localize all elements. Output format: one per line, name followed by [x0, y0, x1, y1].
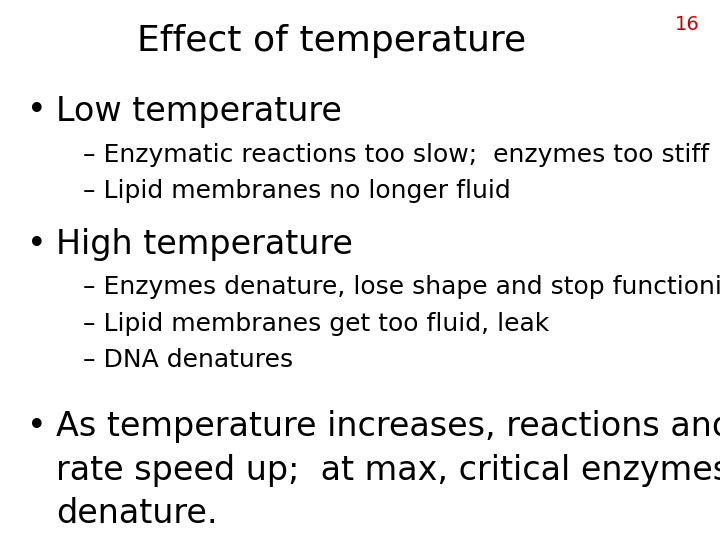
Text: •: • [27, 228, 47, 261]
Text: High temperature: High temperature [56, 228, 353, 261]
Text: •: • [27, 410, 47, 443]
Text: – DNA denatures: – DNA denatures [83, 348, 293, 372]
Text: – Lipid membranes no longer fluid: – Lipid membranes no longer fluid [83, 179, 510, 203]
Text: 16: 16 [675, 15, 700, 34]
Text: – Lipid membranes get too fluid, leak: – Lipid membranes get too fluid, leak [83, 312, 549, 336]
Text: Effect of temperature: Effect of temperature [137, 24, 526, 58]
Text: •: • [27, 94, 47, 127]
Text: As temperature increases, reactions and growth
rate speed up;  at max, critical : As temperature increases, reactions and … [56, 410, 720, 530]
Text: – Enzymatic reactions too slow;  enzymes too stiff: – Enzymatic reactions too slow; enzymes … [83, 143, 709, 167]
Text: Low temperature: Low temperature [56, 94, 342, 127]
Text: – Enzymes denature, lose shape and stop functioning: – Enzymes denature, lose shape and stop … [83, 275, 720, 299]
